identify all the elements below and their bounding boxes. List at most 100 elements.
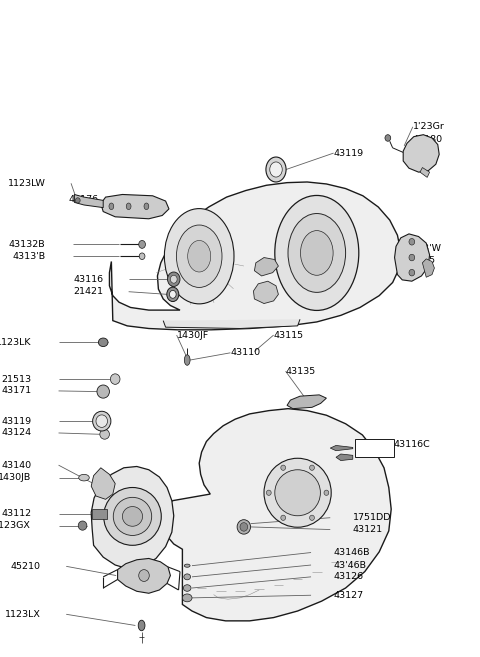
Ellipse shape [96,415,108,428]
Ellipse shape [93,411,111,431]
Ellipse shape [98,338,108,347]
Ellipse shape [182,594,192,602]
Text: 43112: 43112 [1,509,31,518]
Ellipse shape [266,490,271,495]
Ellipse shape [164,209,234,304]
Ellipse shape [100,430,109,440]
Ellipse shape [288,214,346,292]
Ellipse shape [240,523,248,532]
Text: 43116: 43116 [73,275,103,284]
Text: 1'23Gr: 1'23Gr [413,122,444,131]
Ellipse shape [409,254,415,261]
Text: 43116C: 43116C [394,440,431,449]
Ellipse shape [183,585,191,591]
Text: 1123GX: 1123GX [0,521,31,530]
Ellipse shape [275,196,359,311]
Text: 43180: 43180 [413,135,443,144]
Ellipse shape [139,240,145,248]
Text: 43132B: 43132B [9,240,46,249]
Polygon shape [163,319,300,328]
Polygon shape [330,445,353,451]
Polygon shape [403,135,439,172]
Text: 1123LW: 1123LW [8,179,46,188]
Ellipse shape [275,470,321,516]
Ellipse shape [281,465,286,470]
Ellipse shape [281,515,286,520]
Polygon shape [162,409,391,621]
Text: 1430JB: 1430JB [0,473,31,482]
Text: 43171: 43171 [1,386,31,396]
Text: 43'46B: 43'46B [334,560,367,570]
Ellipse shape [139,253,145,260]
Ellipse shape [104,487,161,545]
Text: 21513: 21513 [1,374,31,384]
Text: 1123'W: 1123'W [406,244,442,253]
Ellipse shape [79,474,89,481]
Text: 43146B: 43146B [334,548,370,557]
Ellipse shape [188,240,211,272]
Polygon shape [395,234,430,281]
Polygon shape [101,194,169,219]
Polygon shape [254,258,278,276]
Polygon shape [109,182,401,330]
Polygon shape [287,395,326,409]
Ellipse shape [75,198,80,203]
Ellipse shape [409,238,415,245]
Ellipse shape [168,272,180,286]
Ellipse shape [237,520,251,534]
Ellipse shape [310,515,314,520]
Ellipse shape [126,203,131,210]
Ellipse shape [270,162,282,177]
Text: 43110: 43110 [230,348,261,357]
Polygon shape [336,454,353,461]
Ellipse shape [138,620,145,631]
Text: 43121: 43121 [353,525,383,534]
Ellipse shape [324,490,329,495]
Text: 43127: 43127 [334,591,364,600]
Polygon shape [74,194,103,208]
Text: 1123LK: 1123LK [0,338,31,347]
Text: 43175: 43175 [406,256,436,265]
Ellipse shape [170,275,177,283]
Polygon shape [118,558,170,593]
Ellipse shape [122,507,143,526]
Ellipse shape [109,203,114,210]
Ellipse shape [385,135,391,141]
Text: 21421: 21421 [73,287,103,296]
Polygon shape [253,281,278,304]
Text: 43119: 43119 [334,148,364,158]
Ellipse shape [169,290,176,298]
Text: 43124: 43124 [1,428,31,438]
Ellipse shape [264,459,331,527]
Ellipse shape [184,574,191,580]
Polygon shape [422,259,434,277]
Polygon shape [91,466,174,569]
Ellipse shape [110,374,120,384]
Text: 45210: 45210 [11,562,41,571]
Ellipse shape [97,385,109,398]
Text: 43126: 43126 [334,572,364,581]
Ellipse shape [184,355,190,365]
Polygon shape [420,168,430,177]
Ellipse shape [139,570,149,581]
Text: 1751DD: 1751DD [353,513,391,522]
Text: 43140: 43140 [1,461,31,470]
Text: 43115: 43115 [274,330,304,340]
Polygon shape [92,509,107,519]
Text: 43119: 43119 [1,417,31,426]
Text: 43135: 43135 [286,367,316,376]
Ellipse shape [113,497,152,535]
Ellipse shape [310,465,314,470]
Ellipse shape [167,287,179,302]
Text: 1123LX: 1123LX [5,610,41,619]
Ellipse shape [176,225,222,288]
Ellipse shape [409,269,415,276]
Ellipse shape [266,157,286,182]
Bar [355,439,394,457]
Ellipse shape [144,203,149,210]
Ellipse shape [300,231,333,275]
Text: 1430JF: 1430JF [177,330,209,340]
Text: 4313'B: 4313'B [12,252,46,261]
Ellipse shape [78,521,87,530]
Polygon shape [91,468,115,499]
